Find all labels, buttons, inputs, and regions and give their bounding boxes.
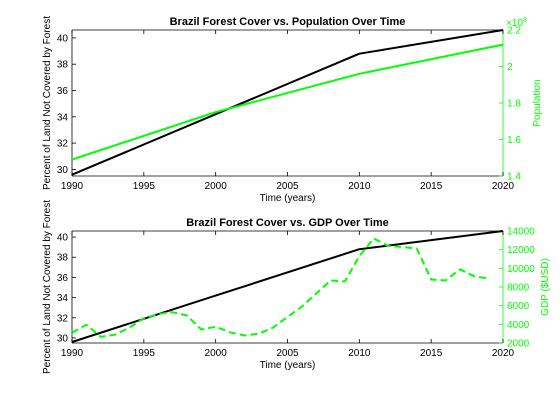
x-tick-label: 2010 [348, 348, 371, 359]
chart-gdp: 1990 1995 2000 2005 2010 2015 2020 30 32 34 36 38 40… [42, 200, 551, 374]
y-axis-label: Percent of Land Not Covered by Forest [42, 16, 53, 190]
y-tick-label: 40 [57, 233, 69, 244]
series-line-right [71, 43, 504, 161]
x-tick-label: 2000 [205, 181, 228, 192]
y-tick-label: 32 [57, 313, 69, 324]
y-tick-label: 34 [57, 293, 69, 304]
y2-tick-label: 6000 [507, 301, 530, 312]
y2-tick-label: 12000 [507, 245, 535, 256]
x-tick-label: 1995 [133, 348, 156, 359]
y2-tick-label: 1.4 [507, 172, 521, 183]
series-line-right [71, 237, 489, 338]
y-tick-label: 38 [57, 60, 69, 71]
y-tick-label: 38 [57, 253, 69, 264]
x-tick-label: 1995 [133, 181, 156, 192]
series-line-left [71, 29, 504, 176]
y2-tick-label: 2.2 [507, 26, 521, 37]
x-axis-label: Time (years) [260, 193, 316, 204]
x-tick-label: 2015 [420, 181, 443, 192]
x-tick-label: 2015 [420, 348, 443, 359]
y2-tick-label: 1.8 [507, 99, 521, 110]
y2-tick-label: 2 [507, 62, 513, 73]
x-tick-label: 2010 [348, 181, 371, 192]
x-tick-label: 1990 [61, 348, 84, 359]
plot-area [72, 231, 503, 343]
x-tick-label: 2020 [492, 348, 515, 359]
x-axis-label: Time (years) [260, 360, 316, 371]
chart-title: Brazil Forest Cover vs. GDP Over Time [186, 217, 389, 229]
y-tick-label: 36 [57, 273, 69, 284]
y-tick-label: 30 [57, 165, 69, 176]
y-tick-label: 30 [57, 333, 69, 344]
y-axis-label: Percent of Land Not Covered by Forest [42, 200, 53, 374]
y2-tick-label: 14000 [507, 227, 535, 238]
y-tick-label: 34 [57, 112, 69, 123]
y2-exponent-power: 8 [523, 17, 527, 24]
y2-axis-label: Population [532, 79, 543, 126]
x-tick-label: 2000 [205, 348, 228, 359]
y-tick-label: 36 [57, 86, 69, 97]
y2-axis-label: GDP ($USD) [540, 258, 551, 316]
y2-tick-label: 1.6 [507, 135, 521, 146]
x-tick-label: 2020 [492, 181, 515, 192]
chart-title: Brazil Forest Cover vs. Population Over … [170, 16, 406, 28]
y2-exponent-label: ×108 [506, 17, 527, 29]
x-tick-label: 1990 [61, 181, 84, 192]
y2-tick-label: 8000 [507, 283, 530, 294]
y2-tick-label: 10000 [507, 264, 535, 275]
x-tick-label: 2005 [276, 348, 299, 359]
y2-tick-label: 2000 [507, 339, 530, 350]
chart-population: 1990 1995 2000 2005 2010 2015 2020 30 32 34 36 38 40… [42, 16, 543, 204]
x-tick-label: 2005 [276, 181, 299, 192]
y-tick-label: 32 [57, 139, 69, 150]
y-tick-label: 40 [57, 33, 69, 44]
y2-tick-label: 4000 [507, 320, 530, 331]
plot-area [72, 30, 503, 176]
